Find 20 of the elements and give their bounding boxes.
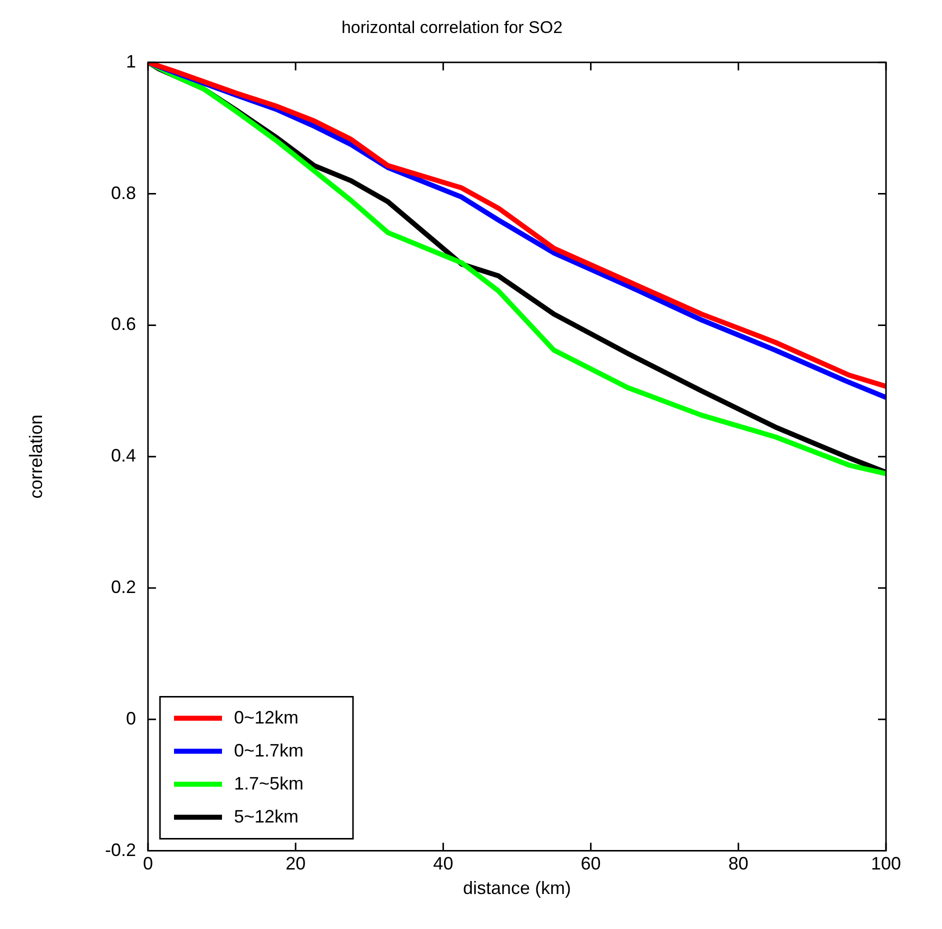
y-tick-label: 0.8 — [110, 182, 136, 203]
y-tick-label: 0.4 — [110, 446, 136, 466]
legend-label: 0~1.7km — [234, 740, 304, 760]
legend-label: 1.7~5km — [234, 773, 304, 794]
x-tick-label: 20 — [286, 854, 306, 874]
y-tick-label: 0.2 — [110, 576, 136, 597]
y-tick-label: -0.2 — [104, 840, 136, 860]
y-axis-title: correlation — [26, 414, 46, 499]
y-tick-label: 0.6 — [110, 314, 136, 334]
y-tick-label: 1 — [126, 51, 136, 72]
legend-label: 0~12km — [234, 707, 299, 728]
x-tick-label: 80 — [728, 854, 748, 874]
chart-title: horizontal correlation for SO2 — [341, 18, 563, 37]
y-tick-label: 0 — [126, 708, 136, 728]
x-axis-title: distance (km) — [462, 878, 572, 898]
x-tick-label: 100 — [870, 854, 902, 874]
x-tick-label: 0 — [142, 854, 154, 874]
x-tick-label: 60 — [580, 854, 601, 874]
legend-label: 5~12km — [234, 806, 299, 826]
x-tick-label: 40 — [433, 854, 454, 874]
